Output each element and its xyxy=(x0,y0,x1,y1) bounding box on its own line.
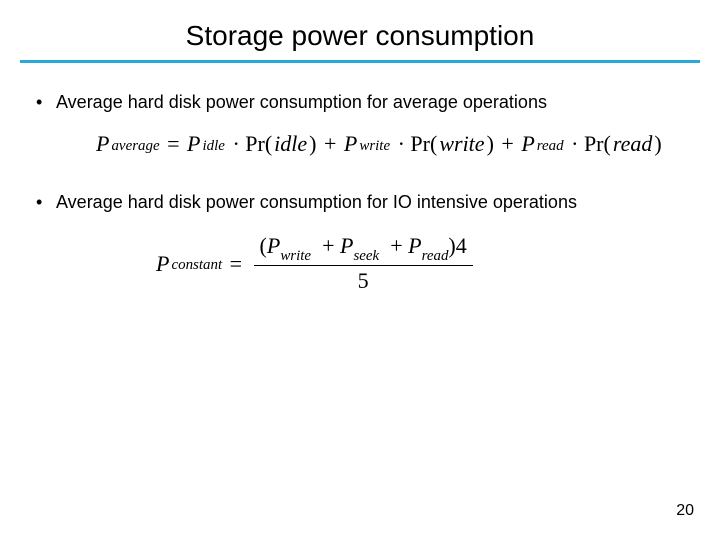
fraction-numerator: (Pwrite + Pseek + Pread)4 xyxy=(254,231,473,265)
eq2-n3-base: P xyxy=(408,233,421,258)
equation-average: Paverage = Pidle · Pr(idle) + Pwrite · P… xyxy=(96,131,684,157)
eq2-mult: 4 xyxy=(456,233,467,258)
eq2-n1-base: P xyxy=(267,233,280,258)
eq1-lhs-base: P xyxy=(96,131,109,157)
dot-op: · Pr( xyxy=(392,131,437,157)
bullet-1-text: Average hard disk power consumption for … xyxy=(56,91,684,113)
close-paren: ) xyxy=(487,131,494,157)
dot-op: · Pr( xyxy=(227,131,272,157)
close-paren: ) xyxy=(309,131,316,157)
page-number: 20 xyxy=(676,502,694,520)
eq2-n2-base: P xyxy=(340,233,353,258)
bullet-dot-icon: • xyxy=(36,191,56,213)
eq1-t2-base: P xyxy=(344,131,357,157)
fraction-denominator: 5 xyxy=(352,266,375,296)
eq2-lhs-sub: constant xyxy=(171,257,222,274)
eq2-n1-sub: write xyxy=(280,248,311,264)
title-area: Storage power consumption xyxy=(0,0,720,52)
eq1-t3-base: P xyxy=(521,131,534,157)
plus-sign: + xyxy=(318,131,341,157)
content-area: • Average hard disk power consumption fo… xyxy=(36,91,684,296)
equals-sign: = xyxy=(162,131,185,157)
close-paren: ) xyxy=(654,131,661,157)
eq1-t1-sub: idle xyxy=(203,138,225,155)
bullet-2-text: Average hard disk power consumption for … xyxy=(56,191,684,213)
eq1-lhs-sub: average xyxy=(111,138,159,155)
bullet-2: • Average hard disk power consumption fo… xyxy=(36,191,684,213)
dot-op: · Pr( xyxy=(566,131,611,157)
eq1-t3-pr: read xyxy=(613,131,653,157)
plus-sign: + xyxy=(496,131,519,157)
title-underline xyxy=(20,60,700,63)
bullet-dot-icon: • xyxy=(36,91,56,113)
slide: Storage power consumption • Average hard… xyxy=(0,0,720,540)
eq1-t2-pr: write xyxy=(439,131,484,157)
equation-constant: Pconstant = (Pwrite + Pseek + Pread)4 5 xyxy=(156,231,684,296)
slide-title: Storage power consumption xyxy=(186,20,535,52)
eq2-n3-sub: read xyxy=(422,248,449,264)
eq2-n2-sub: seek xyxy=(353,248,379,264)
eq1-t1-pr: idle xyxy=(274,131,307,157)
eq2-lhs-base: P xyxy=(156,251,169,277)
eq1-t2-sub: write xyxy=(359,138,390,155)
fraction: (Pwrite + Pseek + Pread)4 5 xyxy=(254,231,473,296)
eq1-t1-base: P xyxy=(187,131,200,157)
bullet-1: • Average hard disk power consumption fo… xyxy=(36,91,684,113)
eq1-t3-sub: read xyxy=(537,138,564,155)
equals-sign: = xyxy=(224,251,247,277)
